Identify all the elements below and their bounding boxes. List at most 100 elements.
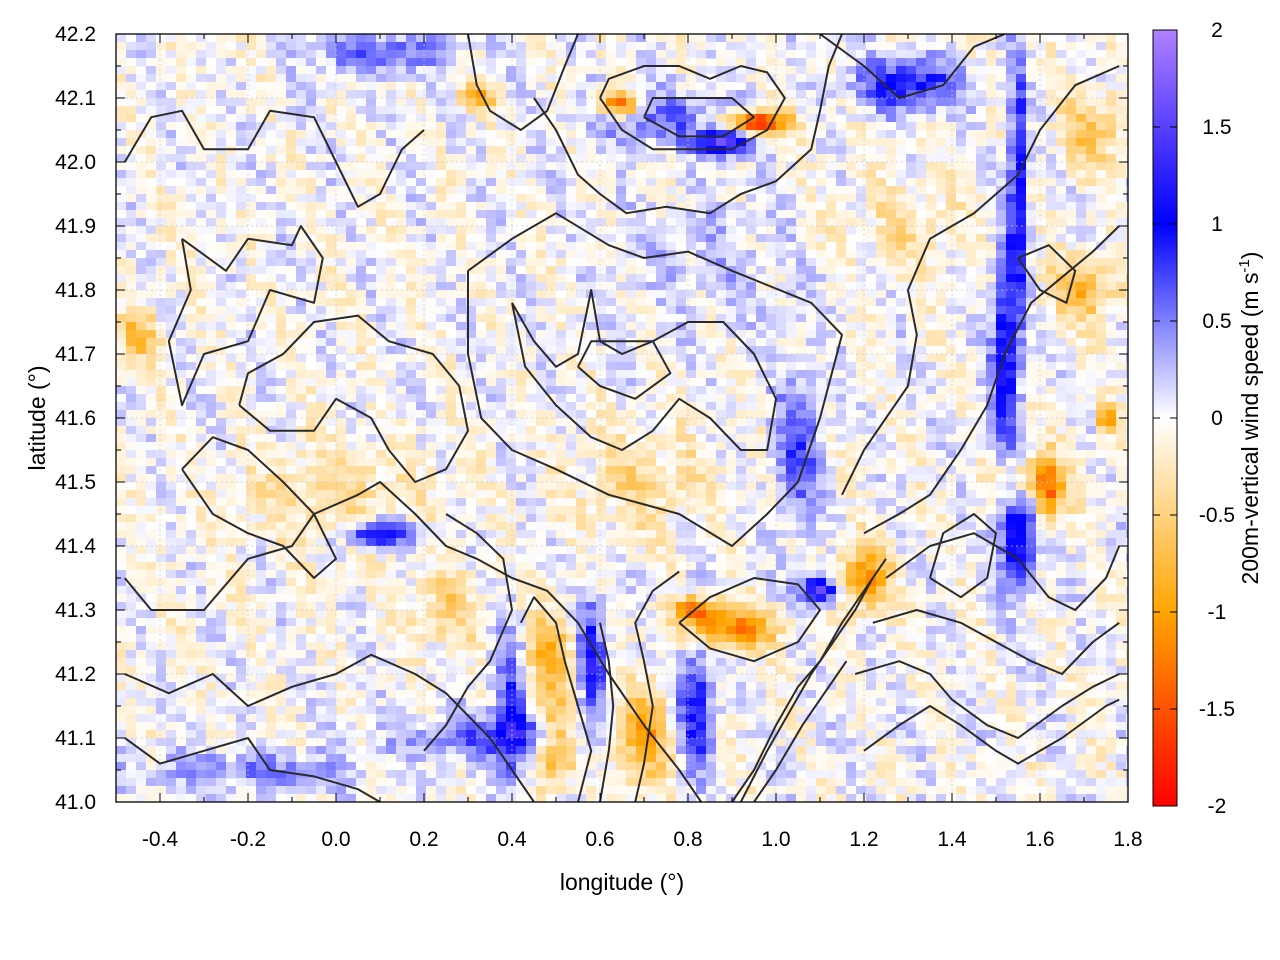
- heat-cell: [586, 378, 597, 387]
- heat-cell: [1046, 42, 1057, 51]
- heat-cell: [686, 130, 697, 139]
- heat-cell: [616, 82, 627, 91]
- heat-cell: [976, 66, 987, 75]
- heat-cell: [156, 98, 167, 107]
- heat-cell: [556, 170, 567, 179]
- heat-cell: [976, 170, 987, 179]
- heat-cell: [296, 162, 307, 171]
- heat-cell: [186, 394, 197, 403]
- heat-cell: [1106, 258, 1117, 267]
- heat-cell: [606, 90, 617, 99]
- heat-cell: [356, 266, 367, 275]
- heat-cell: [446, 402, 457, 411]
- heat-cell: [1036, 234, 1047, 243]
- heat-cell: [326, 178, 337, 187]
- heat-cell: [366, 218, 377, 227]
- heat-cell: [1036, 154, 1047, 163]
- heat-cell: [556, 362, 567, 371]
- heat-cell: [616, 170, 627, 179]
- heat-cell: [656, 170, 667, 179]
- heat-cell: [946, 138, 957, 147]
- heat-cell: [286, 218, 297, 227]
- heat-cell: [466, 378, 477, 387]
- heat-cell: [316, 274, 327, 283]
- heat-cell: [1116, 298, 1127, 307]
- heat-cell: [276, 162, 287, 171]
- heat-cell: [966, 130, 977, 139]
- heat-cell: [736, 306, 747, 315]
- heat-cell: [806, 218, 817, 227]
- heat-cell: [936, 106, 947, 115]
- heat-cell: [1026, 394, 1037, 403]
- heat-cell: [376, 90, 387, 99]
- heat-cell: [1056, 298, 1067, 307]
- heat-cell: [686, 34, 697, 43]
- heat-cell: [1036, 346, 1047, 355]
- heat-cell: [786, 130, 797, 139]
- heat-cell: [626, 362, 637, 371]
- heat-cell: [846, 146, 857, 155]
- heat-cell: [716, 386, 727, 395]
- heat-cell: [196, 50, 207, 59]
- heat-cell: [926, 338, 937, 347]
- heat-cell: [796, 74, 807, 83]
- heat-cell: [756, 106, 767, 115]
- heat-cell: [716, 138, 727, 147]
- heat-cell: [306, 314, 317, 323]
- heat-cell: [1106, 210, 1117, 219]
- heat-cell: [876, 378, 887, 387]
- heat-cell: [1126, 242, 1128, 251]
- heat-cell: [546, 426, 557, 435]
- heat-cell: [736, 178, 747, 187]
- heat-cell: [1046, 186, 1057, 195]
- heat-cell: [926, 266, 937, 275]
- heat-cell: [676, 34, 687, 43]
- heat-cell: [886, 330, 897, 339]
- heat-cell: [156, 66, 167, 75]
- heat-cell: [1086, 290, 1097, 299]
- heat-cell: [346, 250, 357, 259]
- heat-cell: [1016, 66, 1027, 75]
- heat-cell: [386, 114, 397, 123]
- heat-cell: [166, 306, 177, 315]
- heat-cell: [516, 362, 527, 371]
- heat-cell: [786, 386, 797, 395]
- heat-cell: [556, 186, 567, 195]
- heat-cell: [636, 66, 647, 75]
- heat-cell: [286, 138, 297, 147]
- heat-cell: [1006, 410, 1017, 419]
- heat-cell: [196, 58, 207, 67]
- heat-cell: [446, 306, 457, 315]
- heat-cell: [706, 82, 717, 91]
- heat-cell: [146, 330, 157, 339]
- heat-cell: [386, 426, 397, 435]
- heat-cell: [136, 98, 147, 107]
- heat-cell: [736, 162, 747, 171]
- heat-cell: [846, 314, 857, 323]
- heat-cell: [656, 298, 667, 307]
- heat-cell: [236, 154, 247, 163]
- heat-cell: [876, 114, 887, 123]
- heat-cell: [826, 226, 837, 235]
- heat-cell: [956, 338, 967, 347]
- heat-cell: [986, 282, 997, 291]
- heat-cell: [156, 186, 167, 195]
- heat-cell: [286, 98, 297, 107]
- heat-cell: [736, 330, 747, 339]
- heat-cell: [326, 346, 337, 355]
- heat-cell: [706, 146, 717, 155]
- heat-cell: [376, 66, 387, 75]
- heat-cell: [346, 58, 357, 67]
- heat-cell: [1006, 370, 1017, 379]
- heat-cell: [346, 290, 357, 299]
- heat-cell: [826, 274, 837, 283]
- heat-cell: [966, 82, 977, 91]
- heat-cell: [1106, 146, 1117, 155]
- heat-cell: [276, 298, 287, 307]
- heat-cell: [826, 66, 837, 75]
- heat-cell: [546, 114, 557, 123]
- heat-cell: [356, 242, 367, 251]
- heat-cell: [286, 370, 297, 379]
- heat-cell: [836, 186, 847, 195]
- heat-cell: [466, 274, 477, 283]
